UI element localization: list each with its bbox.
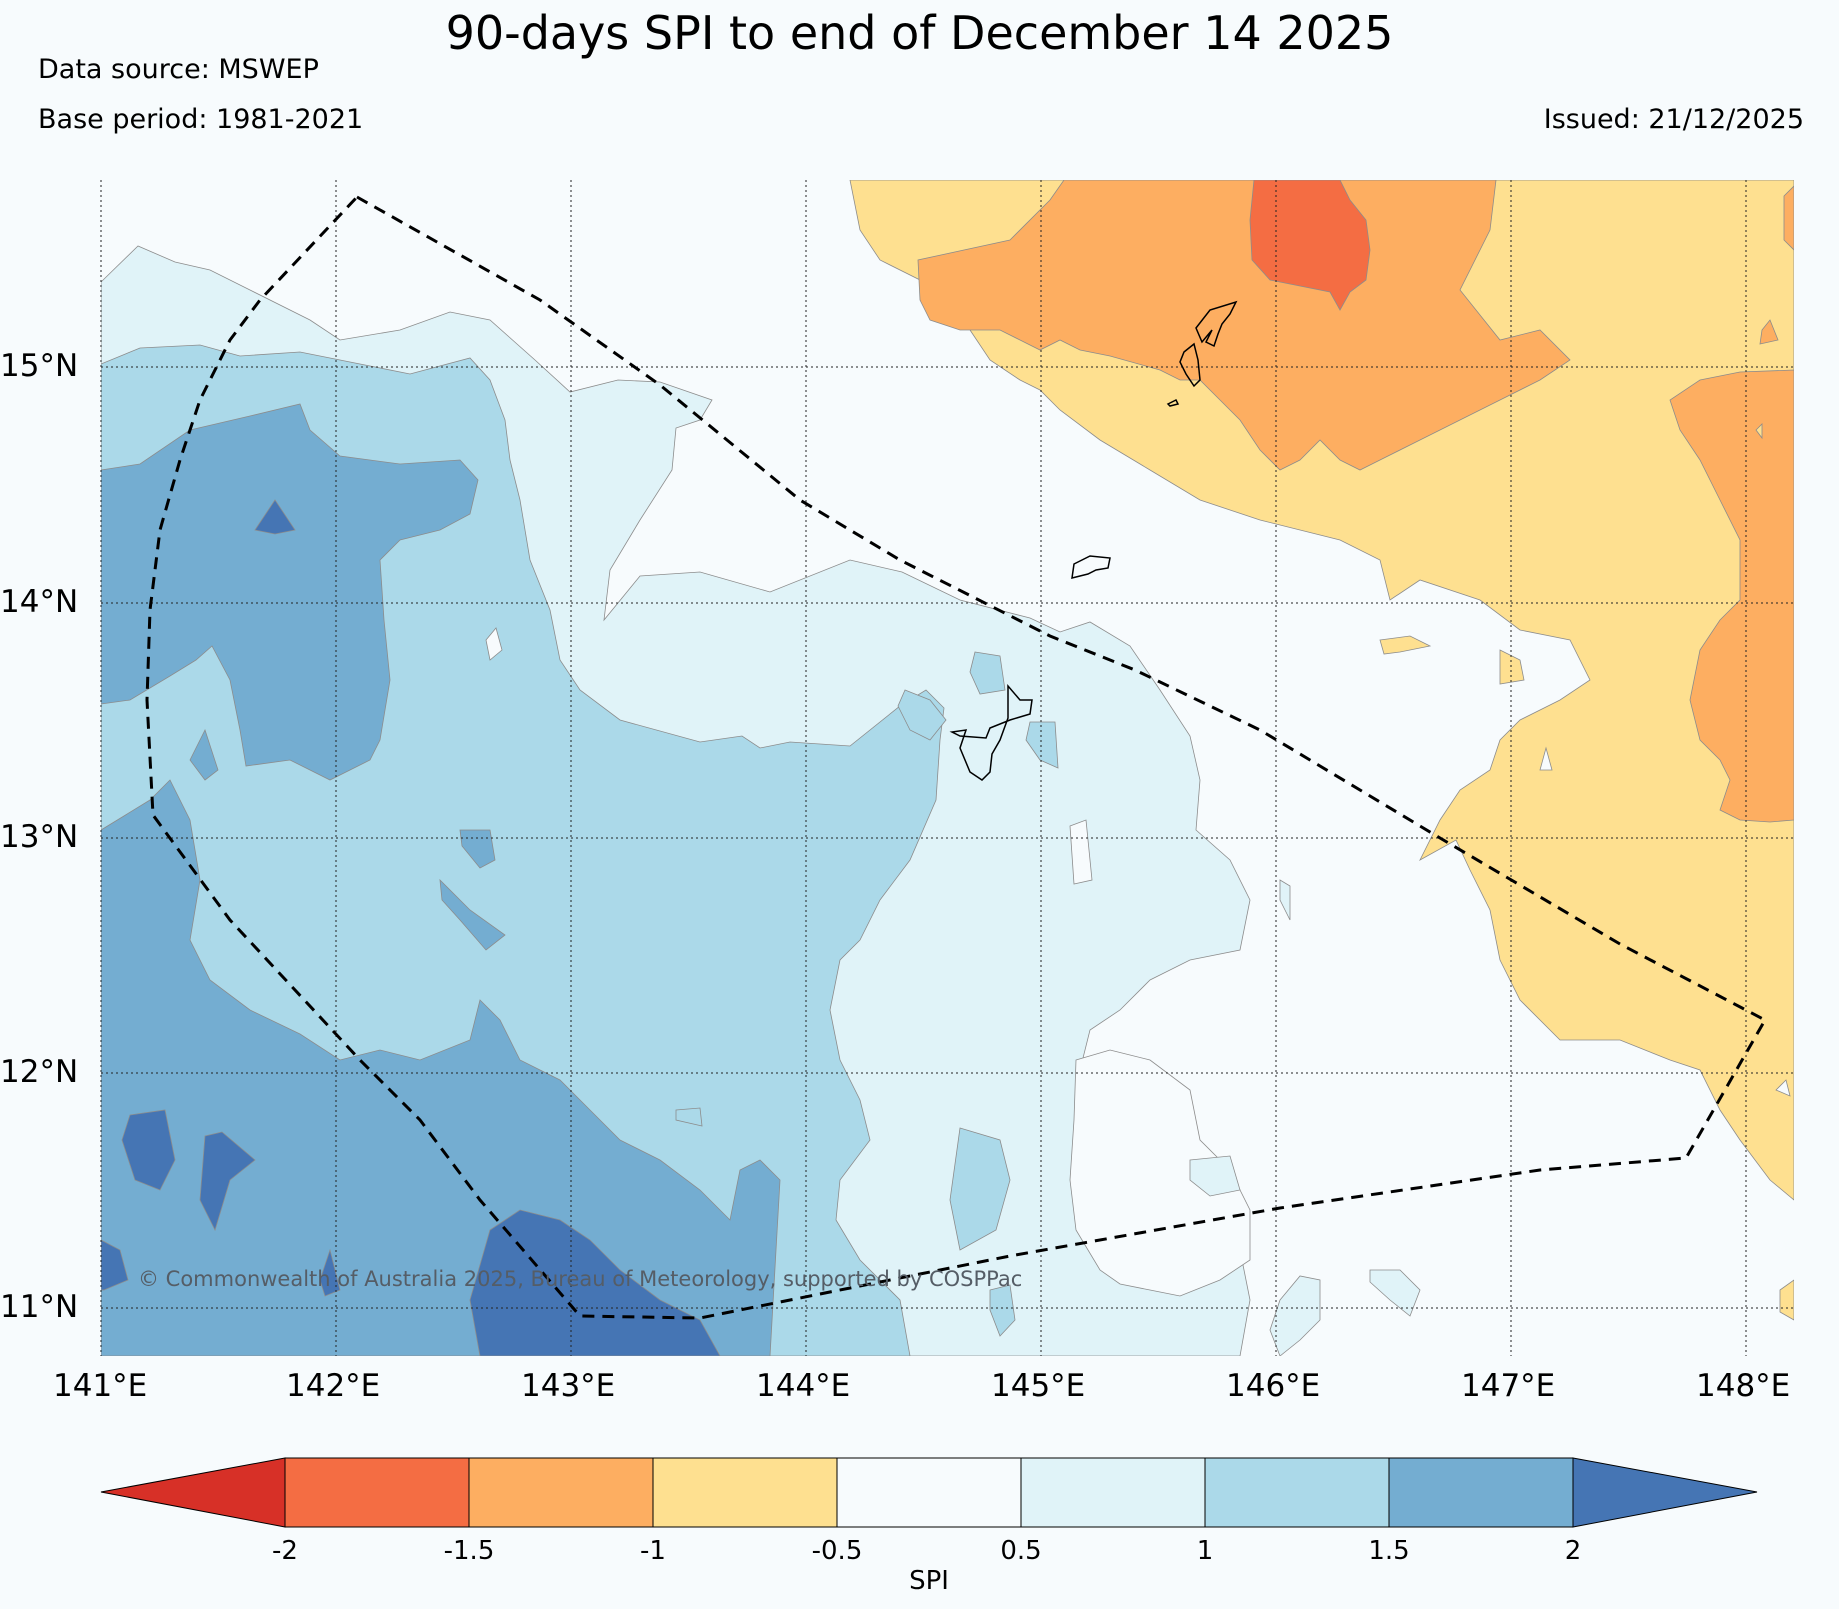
contour-very-wet xyxy=(439,878,506,951)
spi-colorbar xyxy=(100,1457,1758,1528)
contour-moderately-wet xyxy=(897,689,947,741)
lat-tick-label: 11°N xyxy=(0,1289,79,1325)
lat-tick-label: 13°N xyxy=(0,819,79,855)
contour-near-normal xyxy=(1069,1049,1251,1297)
contour-mildly-wet xyxy=(1369,1269,1421,1317)
colorbar-tick-label: 1 xyxy=(1196,1536,1214,1566)
guam-outline xyxy=(949,683,1033,781)
lat-tick-label: 14°N xyxy=(0,584,79,620)
contour-mildly-dry xyxy=(1755,423,1763,440)
lon-tick-label: 141°E xyxy=(53,1368,148,1404)
lon-tick-label: 142°E xyxy=(286,1368,381,1404)
contour-moderately-dry xyxy=(917,180,1571,471)
rota-outline xyxy=(1071,555,1111,579)
colorbar-extreme-dry xyxy=(100,1457,286,1528)
colorbar-moderately-dry xyxy=(468,1457,654,1528)
contour-very-wet xyxy=(101,403,479,781)
contour-extreme-wet xyxy=(319,1248,341,1297)
data-source-text: Data source: MSWEP xyxy=(38,54,319,85)
island-outlines xyxy=(949,300,1238,781)
contour-very-wet xyxy=(189,728,219,781)
colorbar-mildly-dry xyxy=(652,1457,838,1528)
colorbar-very-wet xyxy=(1388,1457,1574,1528)
lon-tick-label: 147°E xyxy=(1461,1368,1556,1404)
colorbar-near-normal xyxy=(836,1457,1022,1528)
lon-tick-label: 148°E xyxy=(1696,1368,1791,1404)
lon-tick-label: 146°E xyxy=(1226,1368,1321,1404)
lon-tick-label: 143°E xyxy=(521,1368,616,1404)
lat-tick-label: 15°N xyxy=(0,348,79,384)
contour-mildly-dry xyxy=(1379,635,1432,655)
contour-extreme-wet xyxy=(121,1109,176,1191)
colorbar-very-dry xyxy=(284,1457,470,1528)
colorbar-tick-label: 1.5 xyxy=(1368,1536,1410,1566)
contour-moderately-dry xyxy=(1669,369,1794,823)
contour-moderately-wet xyxy=(989,1284,1016,1337)
colorbar-tick-label: -0.5 xyxy=(811,1536,863,1566)
contour-near-normal xyxy=(1775,1079,1791,1097)
contour-moderately-dry xyxy=(1783,185,1794,251)
copyright-notice: © Commonwealth of Australia 2025, Bureau… xyxy=(138,1267,1023,1291)
base-period-text: Base period: 1981-2021 xyxy=(38,104,364,135)
lon-tick-label: 145°E xyxy=(991,1368,1086,1404)
contour-mildly-dry xyxy=(849,180,1794,1201)
contour-near-normal xyxy=(1069,819,1093,885)
contour-extreme-wet xyxy=(254,499,296,535)
contour-moderately-wet xyxy=(675,1107,703,1127)
contour-moderately-wet xyxy=(1025,721,1059,769)
issued-date-text: Issued: 21/12/2025 xyxy=(1543,104,1804,135)
graticule xyxy=(100,180,1794,1356)
island-outline xyxy=(1195,300,1238,348)
colorbar-tick-label: -1.5 xyxy=(443,1536,495,1566)
colorbar-tick-label: -1 xyxy=(640,1536,666,1566)
region-boundary xyxy=(145,195,1768,1320)
island-outline xyxy=(1179,342,1201,388)
contour-mildly-dry xyxy=(1499,649,1525,685)
contour-moderately-dry xyxy=(1759,319,1779,345)
colorbar-moderately-wet xyxy=(1204,1457,1390,1528)
contour-mildly-wet xyxy=(1269,1275,1321,1356)
contour-mildly-wet xyxy=(1279,879,1291,921)
contour-extreme-wet xyxy=(469,1209,721,1356)
contour-moderately-wet xyxy=(969,651,1006,695)
spi-contours xyxy=(101,180,1794,1356)
contour-very-wet xyxy=(101,779,781,1356)
colorbar-tick-label: -2 xyxy=(272,1536,298,1566)
contour-extreme-wet xyxy=(199,1131,256,1232)
contour-very-wet xyxy=(459,829,496,869)
contour-very-dry xyxy=(1249,180,1371,311)
colorbar-extreme-wet xyxy=(1572,1457,1758,1528)
contour-mildly-dry xyxy=(1779,1279,1794,1321)
contour-extreme-wet xyxy=(101,1239,129,1291)
colorbar-mildly-wet xyxy=(1020,1457,1206,1528)
lon-tick-label: 144°E xyxy=(756,1368,851,1404)
map-title: 90-days SPI to end of December 14 2025 xyxy=(445,6,1394,60)
island-outline xyxy=(1166,398,1180,407)
lat-tick-label: 12°N xyxy=(0,1054,79,1090)
contour-mildly-wet xyxy=(1189,1155,1241,1197)
colorbar-tick-label: 0.5 xyxy=(1000,1536,1042,1566)
contour-near-normal xyxy=(485,627,503,661)
contour-moderately-wet xyxy=(949,1127,1011,1251)
colorbar-title: SPI xyxy=(909,1566,949,1596)
contour-near-normal xyxy=(1539,746,1553,771)
colorbar-tick-label: 2 xyxy=(1564,1536,1582,1566)
